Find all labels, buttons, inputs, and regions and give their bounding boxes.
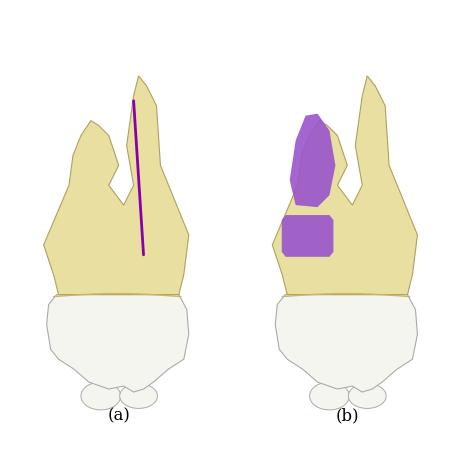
Polygon shape [272, 76, 418, 295]
Polygon shape [44, 76, 189, 295]
Text: (b): (b) [336, 407, 359, 424]
Polygon shape [282, 215, 333, 257]
Ellipse shape [348, 383, 386, 409]
Ellipse shape [120, 383, 157, 409]
Text: (a): (a) [107, 407, 130, 424]
Ellipse shape [81, 382, 121, 410]
Ellipse shape [310, 382, 349, 410]
Polygon shape [290, 114, 336, 207]
Polygon shape [46, 295, 189, 392]
Polygon shape [275, 295, 418, 392]
